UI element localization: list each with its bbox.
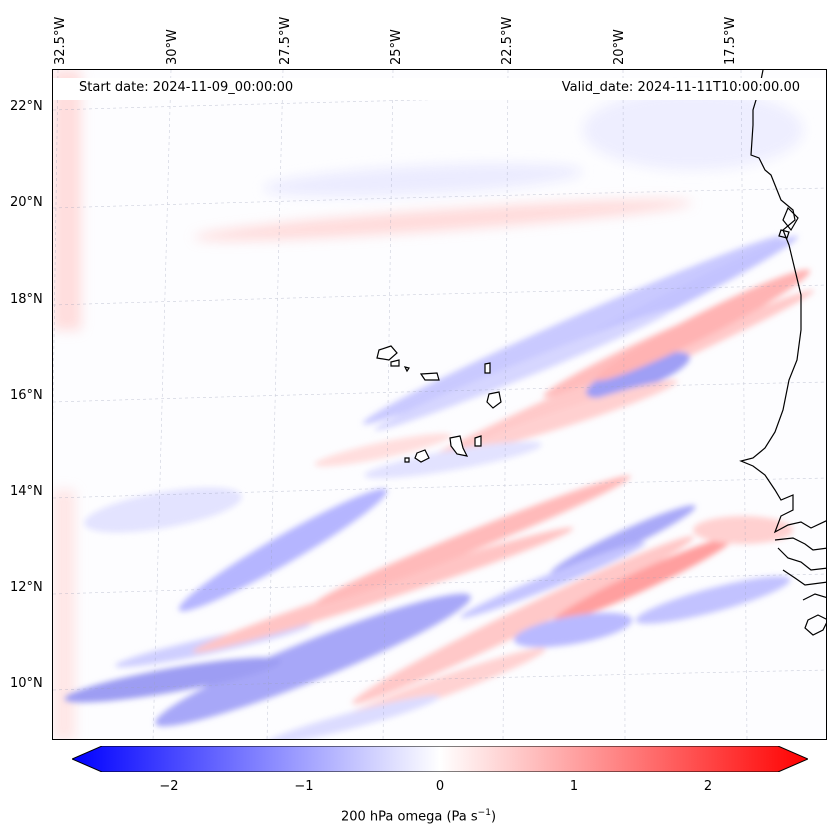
- cbar-title-sup: −1: [477, 808, 491, 818]
- island-santiago: [449, 435, 469, 457]
- lat-label-18n: 18°N: [10, 292, 43, 307]
- cbar-title-main: 200 hPa omega (Pa s: [340, 809, 478, 825]
- island-sao-vicente: [390, 359, 400, 367]
- lon-label-22-5w: 22.5°W: [500, 16, 515, 65]
- map-panel: Start date: 2024-11-09_00:00:00 Valid_da…: [52, 69, 827, 740]
- blue-patch-mid: [364, 441, 542, 479]
- red-band-south-3: [352, 536, 694, 704]
- lat-label-10n: 10°N: [10, 676, 43, 691]
- blue-band-south-1: [178, 488, 388, 612]
- blue-patch-se: [635, 576, 791, 624]
- west-edge-red-band: [53, 70, 81, 330]
- lat-label-20n: 20°N: [10, 195, 43, 210]
- lat-label-22n: 22°N: [10, 99, 43, 114]
- colorbar: [72, 746, 808, 772]
- cbar-label-m1: −1: [294, 779, 314, 794]
- island-boa-vista: [486, 391, 502, 409]
- red-band-4: [468, 379, 678, 451]
- lon-label-27-5w: 27.5°W: [278, 16, 293, 65]
- start-date-label: Start date: 2024-11-09_00:00:00: [79, 80, 294, 95]
- island-brava: [404, 457, 410, 463]
- cbar-title-end: ): [490, 809, 497, 825]
- valid-date-label: Valid_date: 2024-11-11T10:00:00.00: [561, 80, 800, 95]
- lon-label-30w: 30°W: [165, 29, 180, 65]
- red-band-south-1: [192, 527, 574, 653]
- blue-patch-west: [84, 487, 242, 533]
- island-fogo: [414, 449, 430, 463]
- graticule: [53, 70, 826, 739]
- subtropical-red-streak: [193, 199, 693, 241]
- lon-label-25w: 25°W: [389, 29, 404, 65]
- red-band-south-2: [315, 475, 631, 605]
- colorbar-ramp: [72, 746, 808, 772]
- cape-verde-islands: [376, 345, 502, 463]
- island-sao-nicolau: [419, 372, 440, 381]
- red-core-south: [552, 536, 734, 624]
- lat-label-16n: 16°N: [10, 388, 43, 403]
- blue-band-south-3: [64, 657, 282, 703]
- blue-patch-south: [513, 612, 633, 648]
- island-maio: [474, 435, 482, 447]
- cbar-label-1: 1: [569, 779, 579, 794]
- ne-blue-patch: [583, 90, 803, 170]
- date-header-band: [53, 78, 826, 100]
- blue-band-south-6: [266, 695, 440, 739]
- blue-band-1: [362, 235, 784, 425]
- lat-label-14n: 14°N: [10, 484, 43, 499]
- blue-core-1: [586, 352, 690, 398]
- blue-core-south: [550, 505, 696, 575]
- cbar-label-2: 2: [703, 779, 713, 794]
- red-patch-mid: [314, 433, 452, 467]
- island-santo-antao: [376, 345, 398, 361]
- island-santa-luzia: [403, 366, 410, 373]
- omega-field: [53, 70, 826, 739]
- blue-band-3: [374, 309, 672, 431]
- lon-label-32-5w: 32.5°W: [53, 16, 68, 65]
- coastline: [739, 70, 826, 636]
- red-patch-coast: [693, 516, 793, 544]
- lon-label-20w: 20°W: [612, 29, 627, 65]
- lon-label-17-5w: 17.5°W: [723, 16, 738, 65]
- cbar-label-0: 0: [435, 779, 445, 794]
- west-edge-red-band-south: [53, 490, 75, 739]
- cbar-label-m2: −2: [159, 779, 179, 794]
- island-sal: [484, 362, 491, 374]
- blue-band-south-2: [155, 593, 471, 727]
- northern-blue-streak: [263, 163, 583, 197]
- lat-label-12n: 12°N: [10, 580, 43, 595]
- red-band-3: [595, 269, 811, 381]
- colorbar-title: 200 hPa omega (Pa s−1): [0, 808, 837, 824]
